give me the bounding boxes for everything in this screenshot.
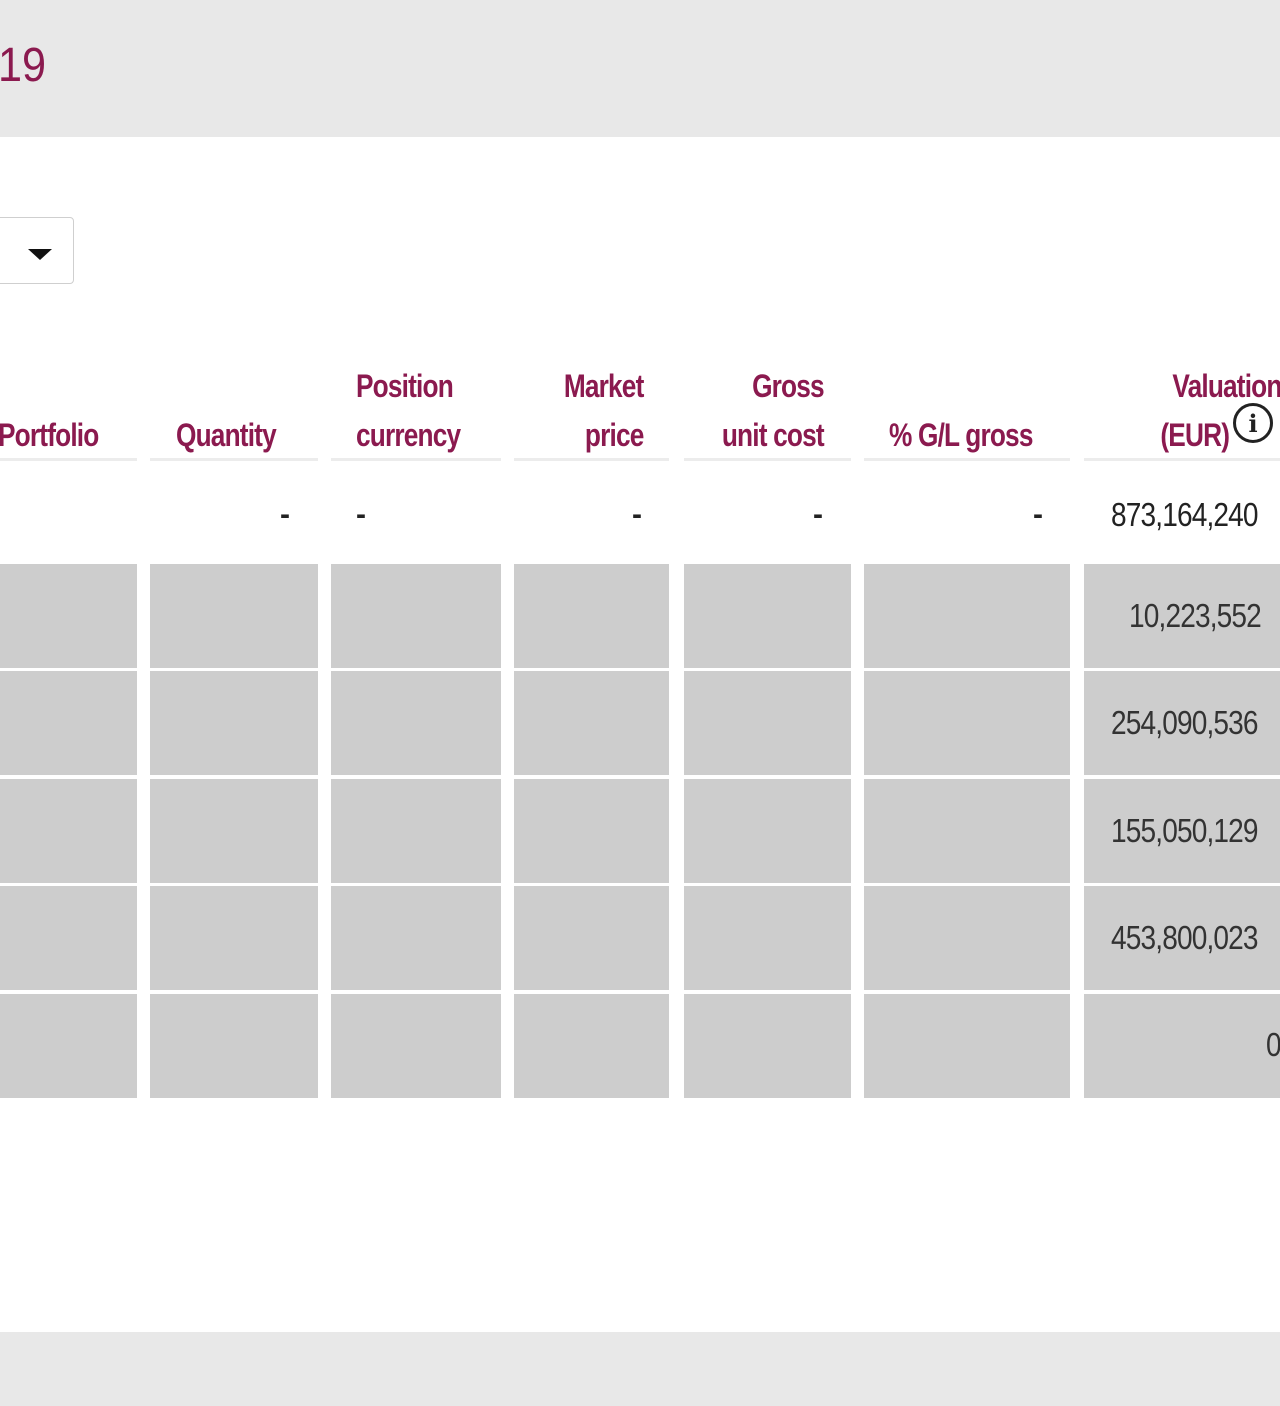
masked-table-cell (864, 994, 1070, 1098)
masked-table-cell (1084, 994, 1280, 1098)
masked-table-cell (514, 886, 669, 990)
masked-table-cell (514, 779, 669, 883)
column-header-market-price[interactable]: Market price (563, 368, 644, 453)
masked-table-cell (1084, 886, 1280, 990)
masked-table-cell (864, 671, 1070, 775)
masked-table-cell (864, 779, 1070, 883)
summary-gl-gross: - (1033, 498, 1043, 531)
page-footer-band (0, 1332, 1280, 1406)
masked-table-cell (150, 886, 318, 990)
column-header-gross-unit-cost[interactable]: Gross unit cost (721, 368, 825, 453)
masked-table-cell (0, 886, 137, 990)
summary-position-currency: - (356, 498, 366, 531)
summary-valuation: 873,164,240 (1111, 496, 1258, 533)
masked-table-cell (1084, 671, 1280, 775)
masked-table-cell (684, 994, 851, 1098)
row-valuation: 10,223,552 (1129, 597, 1262, 634)
column-header-quantity[interactable]: Quantity (176, 417, 277, 453)
info-icon[interactable]: i (1233, 403, 1273, 443)
masked-table-cell (331, 994, 501, 1098)
row-valuation: 0 (1266, 1026, 1280, 1063)
masked-table-cell (684, 564, 851, 668)
masked-table-cell (150, 564, 318, 668)
caret-down-icon (28, 249, 52, 260)
masked-table-cell (0, 779, 137, 883)
summary-gross-unit-cost: - (813, 498, 823, 531)
masked-table-cell (514, 671, 669, 775)
column-header-gl-gross[interactable]: % G/L gross (889, 417, 1033, 453)
summary-market-price: - (632, 498, 642, 531)
masked-table-cell (684, 671, 851, 775)
masked-table-cell (150, 671, 318, 775)
row-valuation: 453,800,023 (1111, 919, 1258, 956)
page-title: 19 (0, 39, 47, 92)
row-valuation: 155,050,129 (1111, 812, 1258, 849)
masked-table-cell (1084, 779, 1280, 883)
page-header-band (0, 0, 1280, 137)
masked-table-cell (0, 994, 137, 1098)
masked-table-cell (514, 994, 669, 1098)
column-header-portfolio[interactable]: Portfolio (0, 417, 99, 453)
masked-table-cell (684, 886, 851, 990)
row-valuation: 254,090,536 (1111, 704, 1258, 741)
masked-table-cell (1084, 564, 1280, 668)
header-divider (0, 458, 137, 461)
masked-table-cell (864, 564, 1070, 668)
view-select-dropdown[interactable] (0, 217, 74, 284)
masked-table-cell (150, 994, 318, 1098)
masked-table-cell (0, 671, 137, 775)
masked-table-cell (864, 886, 1070, 990)
masked-table-cell (331, 886, 501, 990)
header-divider (150, 458, 318, 461)
masked-table-cell (684, 779, 851, 883)
column-header-valuation[interactable]: Valuation (EUR) (1160, 368, 1280, 453)
header-divider (331, 458, 501, 461)
column-header-position-currency[interactable]: Position currency (356, 368, 461, 453)
header-divider (1084, 458, 1280, 461)
masked-table-cell (331, 779, 501, 883)
header-divider (514, 458, 669, 461)
masked-table-cell (150, 779, 318, 883)
header-divider (864, 458, 1070, 461)
masked-table-cell (514, 564, 669, 668)
masked-table-cell (331, 564, 501, 668)
masked-table-cell (331, 671, 501, 775)
masked-table-cell (0, 564, 137, 668)
summary-quantity: - (280, 498, 290, 531)
header-divider (684, 458, 851, 461)
